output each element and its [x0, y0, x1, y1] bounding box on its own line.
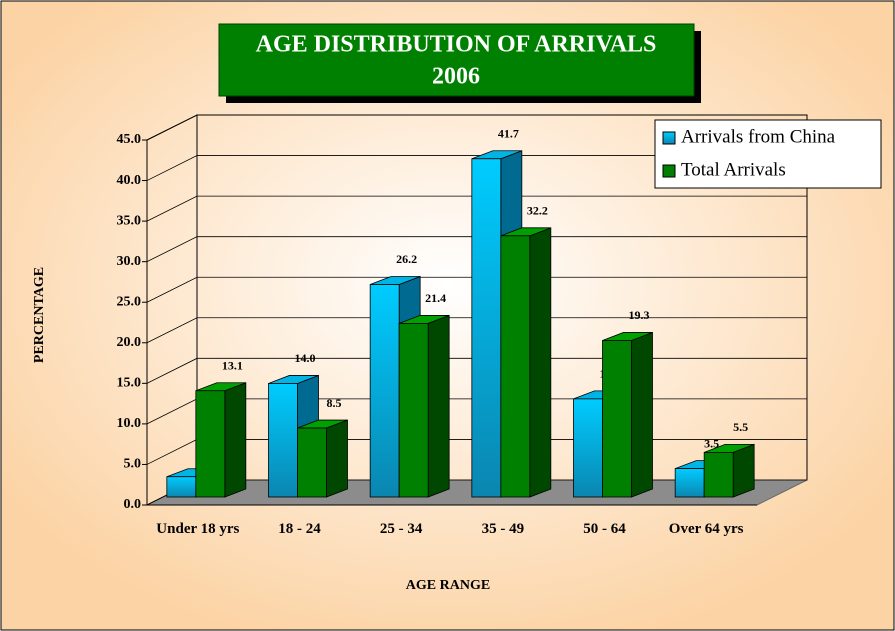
x-tick-label: Under 18 yrs	[156, 521, 240, 537]
bar-side	[529, 227, 552, 498]
x-tick-label: 25 - 34	[379, 521, 423, 537]
bar-side	[631, 331, 653, 498]
chart-title: AGE DISTRIBUTION OF ARRIVALS	[256, 32, 657, 58]
bar	[500, 235, 531, 498]
grid-line	[146, 155, 807, 181]
title-box	[218, 23, 695, 97]
chart-subtitle: 2006	[432, 64, 480, 90]
bar	[471, 158, 502, 498]
y-tick-label: 15.0	[117, 376, 142, 391]
x-axis-title: AGE RANGE	[406, 578, 490, 593]
bar	[398, 323, 429, 498]
bar-side	[224, 382, 247, 498]
y-tick-label: 5.0	[124, 457, 142, 472]
y-tick-label: 20.0	[117, 335, 142, 350]
y-tick-label: 35.0	[117, 213, 142, 228]
grid-line	[146, 195, 807, 222]
bar	[602, 340, 632, 498]
grid-line	[146, 317, 807, 344]
grid-line	[146, 114, 807, 141]
value-label: 41.7	[498, 127, 519, 141]
value-label: 21.4	[425, 291, 446, 305]
bar-side	[326, 419, 348, 498]
y-tick-label: 30.0	[117, 254, 142, 269]
y-tick-label: 10.0	[117, 416, 142, 431]
legend-swatch	[662, 131, 676, 145]
y-tick-label: 25.0	[117, 294, 142, 309]
y-tick-label: 45.0	[117, 132, 142, 147]
x-tick-label: 35 - 49	[481, 521, 525, 537]
value-label: 5.5	[733, 420, 748, 434]
legend-box	[654, 119, 882, 189]
x-tick-label: Over 64 yrs	[668, 521, 744, 537]
bar	[369, 284, 400, 498]
legend-swatch	[662, 164, 676, 178]
bar	[166, 476, 197, 498]
value-label: 19.3	[629, 308, 650, 322]
value-label: 13.1	[222, 358, 243, 372]
x-tick-label: 18 - 24	[278, 521, 321, 537]
x-tick-label: 50 - 64	[583, 521, 626, 537]
bar	[703, 451, 734, 498]
y-tick-label: 40.0	[117, 173, 142, 188]
bar-side	[427, 314, 450, 498]
grid-line	[146, 236, 807, 263]
bar	[268, 383, 298, 498]
bar	[297, 427, 327, 498]
value-label: 3.5	[704, 436, 719, 450]
bar	[195, 390, 226, 498]
bar-side	[732, 443, 755, 498]
value-label: 14.0	[295, 351, 316, 365]
value-label: 32.2	[527, 204, 548, 218]
bar	[573, 398, 603, 498]
bar	[674, 468, 705, 498]
legend-label: Total Arrivals	[681, 159, 786, 180]
legend-label: Arrivals from China	[681, 126, 836, 147]
value-label: 26.2	[396, 252, 417, 266]
grid-line	[146, 276, 807, 303]
y-axis-title: PERCENTAGE	[32, 267, 47, 363]
value-label: 8.5	[327, 396, 342, 410]
y-tick-label: 0.0	[124, 497, 142, 512]
